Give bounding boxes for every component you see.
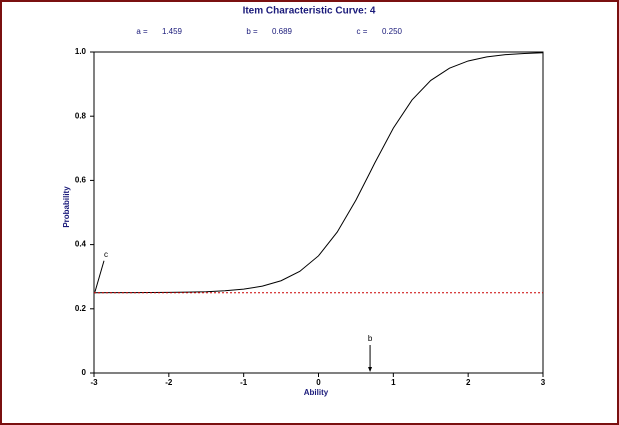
x-axis-label: Ability — [304, 388, 329, 397]
x-tick-label: -1 — [240, 378, 248, 387]
x-tick-label: 0 — [316, 378, 321, 387]
param-name: a = — [136, 27, 148, 36]
y-tick-label: 0.2 — [75, 304, 87, 313]
annotation-text: b — [368, 334, 373, 343]
x-tick-label: -3 — [90, 378, 98, 387]
y-tick-label: 0 — [82, 368, 87, 377]
param-name: b = — [246, 27, 258, 36]
param-value: 0.689 — [272, 27, 293, 36]
y-axis-label: Probability — [62, 186, 71, 228]
x-tick-label: -2 — [165, 378, 173, 387]
param-value: 0.250 — [382, 27, 403, 36]
y-tick-label: 0.4 — [75, 240, 87, 249]
x-tick-label: 3 — [541, 378, 546, 387]
y-tick-label: 1.0 — [75, 47, 87, 56]
annotation-arrow — [94, 260, 105, 292]
x-tick-label: 2 — [466, 378, 471, 387]
y-tick-label: 0.6 — [75, 176, 87, 185]
chart-title: Item Characteristic Curve: 4 — [243, 6, 376, 17]
param-name: c = — [357, 27, 368, 36]
y-tick-label: 0.8 — [75, 111, 87, 120]
annotation-text: c — [104, 250, 108, 259]
arrow-head — [368, 367, 373, 372]
param-value: 1.459 — [162, 27, 183, 36]
x-tick-label: 1 — [391, 378, 396, 387]
icc-curve — [93, 52, 544, 294]
plot-area — [93, 51, 544, 374]
